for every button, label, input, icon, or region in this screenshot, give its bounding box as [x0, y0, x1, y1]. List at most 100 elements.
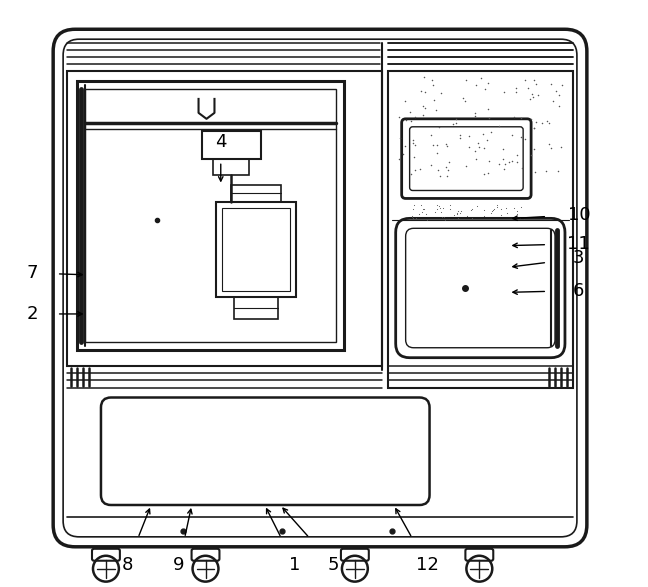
Point [419, 87, 430, 96]
Point [432, 140, 442, 150]
Point [422, 215, 432, 224]
Point [507, 156, 518, 166]
Point [531, 117, 541, 126]
Point [483, 168, 493, 177]
Text: 7: 7 [27, 264, 38, 282]
Point [548, 96, 558, 105]
Point [447, 215, 457, 224]
Point [449, 210, 459, 220]
Point [443, 214, 454, 224]
Point [483, 104, 493, 114]
Point [456, 207, 466, 216]
Point [444, 157, 454, 167]
Point [393, 112, 404, 122]
Point [455, 133, 465, 143]
Bar [222, 208, 290, 291]
Point [516, 132, 526, 141]
Point [500, 160, 510, 169]
Point [413, 210, 424, 219]
Text: 8: 8 [122, 556, 133, 574]
Point [516, 203, 526, 212]
Text: 3: 3 [573, 249, 584, 268]
Point [408, 138, 419, 147]
Bar [202, 131, 261, 158]
Point [461, 162, 472, 171]
Point [405, 214, 415, 223]
Bar [235, 297, 278, 319]
Point [443, 166, 453, 175]
Point [472, 201, 482, 211]
Point [418, 101, 428, 110]
Point [520, 76, 530, 85]
Bar [213, 158, 249, 174]
Point [529, 124, 539, 133]
Point [527, 89, 537, 99]
Point [498, 144, 509, 153]
Point [410, 140, 420, 150]
Point [451, 114, 461, 124]
Point [452, 208, 462, 218]
Point [482, 135, 492, 144]
Point [507, 130, 517, 140]
Point [453, 206, 463, 215]
Point [398, 150, 408, 159]
Point [464, 131, 474, 141]
Point [529, 123, 540, 133]
Bar [67, 71, 382, 366]
Point [399, 141, 410, 150]
Point [546, 143, 557, 153]
Point [441, 139, 451, 149]
Point [483, 78, 494, 87]
Point [432, 204, 443, 214]
Point [433, 165, 443, 174]
Point [478, 205, 489, 214]
Point [408, 152, 419, 161]
Point [408, 204, 418, 214]
Point [487, 205, 498, 214]
Point [498, 165, 509, 174]
Point [479, 170, 489, 179]
Point [542, 117, 552, 126]
Point [478, 129, 488, 139]
Point [393, 154, 404, 164]
Point [426, 160, 436, 170]
Point [406, 212, 417, 222]
Point [512, 157, 522, 167]
Point [406, 211, 417, 221]
Point [445, 201, 455, 210]
Text: 9: 9 [173, 556, 185, 574]
Point [421, 209, 432, 218]
Point [520, 134, 530, 143]
Point [461, 75, 471, 85]
Bar [216, 203, 296, 297]
Point [556, 143, 566, 152]
Point [551, 87, 561, 96]
Point [428, 80, 438, 89]
Point [526, 114, 537, 123]
Text: 1: 1 [289, 556, 301, 574]
Point [516, 164, 527, 173]
Point [409, 200, 419, 210]
Point [554, 90, 564, 100]
Point [546, 79, 557, 89]
Text: 2: 2 [27, 305, 38, 323]
Point [479, 211, 489, 221]
Point [480, 84, 490, 93]
Point [435, 203, 445, 212]
Point [529, 167, 540, 177]
Point [464, 142, 474, 151]
Point [531, 80, 541, 89]
Point [432, 201, 442, 210]
Point [486, 208, 496, 217]
Point [445, 204, 456, 213]
Point [408, 136, 419, 145]
Bar [231, 184, 281, 203]
Point [512, 209, 522, 218]
Point [395, 133, 406, 143]
Point [458, 93, 469, 102]
Text: 11: 11 [568, 235, 590, 253]
Point [503, 157, 514, 167]
Point [455, 130, 465, 140]
Point [419, 204, 429, 213]
Point [512, 207, 522, 216]
